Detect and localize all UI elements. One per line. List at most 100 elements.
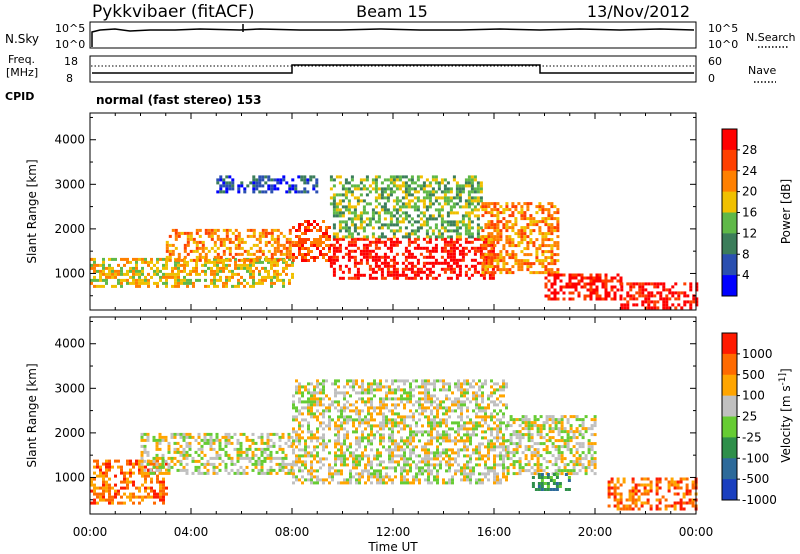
heatmap-cell bbox=[481, 229, 485, 233]
heatmap-cell bbox=[433, 382, 436, 386]
heatmap-cell bbox=[415, 379, 418, 383]
heatmap-cell bbox=[413, 264, 417, 268]
heatmap-cell bbox=[126, 483, 129, 487]
heatmap-cell bbox=[389, 178, 393, 182]
heatmap-cell bbox=[451, 463, 454, 467]
heatmap-cell bbox=[547, 262, 551, 266]
heatmap-cell bbox=[478, 421, 481, 425]
heatmap-cell bbox=[349, 415, 352, 419]
heatmap-cell bbox=[165, 266, 168, 270]
heatmap-cell bbox=[186, 243, 190, 247]
heatmap-cell bbox=[584, 430, 588, 434]
heatmap-cell bbox=[322, 379, 325, 383]
heatmap-cell bbox=[234, 234, 238, 238]
heatmap-cell bbox=[146, 462, 150, 466]
heatmap-cell bbox=[526, 247, 530, 251]
heatmap-cell bbox=[545, 460, 549, 464]
heatmap-cell bbox=[457, 448, 460, 452]
heatmap-cell bbox=[261, 175, 265, 179]
heatmap-cell bbox=[328, 469, 331, 473]
heatmap-cell bbox=[484, 463, 487, 467]
heatmap-cell bbox=[532, 241, 536, 245]
heatmap-cell bbox=[407, 255, 411, 259]
heatmap-cell bbox=[228, 249, 232, 253]
heatmap-cell bbox=[352, 403, 355, 407]
heatmap-cell bbox=[448, 481, 451, 485]
heatmap-cell bbox=[377, 211, 381, 215]
heatmap-cell bbox=[410, 217, 414, 221]
heatmap-cell bbox=[132, 281, 135, 285]
heatmap-cell bbox=[520, 235, 524, 239]
heatmap-cell bbox=[407, 184, 411, 188]
heatmap-cell bbox=[364, 427, 367, 431]
heatmap-cell bbox=[292, 451, 295, 455]
heatmap-cell bbox=[303, 187, 307, 191]
heatmap-cell bbox=[455, 246, 459, 250]
heatmap-cell bbox=[695, 285, 699, 289]
heatmap-cell bbox=[518, 466, 522, 470]
heatmap-cell bbox=[173, 450, 177, 454]
heatmap-cell bbox=[382, 424, 385, 428]
heatmap-cell bbox=[281, 459, 285, 463]
heatmap-cell bbox=[476, 235, 480, 239]
heatmap-cell bbox=[325, 442, 328, 446]
heatmap-cell bbox=[469, 436, 472, 440]
heatmap-cell bbox=[613, 495, 617, 499]
heatmap-cell bbox=[382, 460, 385, 464]
heatmap-cell bbox=[177, 281, 180, 285]
heatmap-cell bbox=[595, 297, 599, 301]
heatmap-cell bbox=[539, 466, 543, 470]
heatmap-cell bbox=[440, 217, 444, 221]
heatmap-cell bbox=[527, 436, 531, 440]
heatmap-cell bbox=[191, 456, 195, 460]
heatmap-cell bbox=[457, 427, 460, 431]
heatmap-cell bbox=[334, 460, 337, 464]
heatmap-cell bbox=[502, 226, 506, 230]
heatmap-cell bbox=[550, 256, 554, 260]
heatmap-cell bbox=[512, 448, 516, 452]
heatmap-cell bbox=[431, 255, 435, 259]
heatmap-cell bbox=[322, 220, 325, 223]
heatmap-cell bbox=[481, 478, 484, 482]
heatmap-cell bbox=[520, 217, 524, 221]
heatmap-cell bbox=[490, 448, 493, 452]
heatmap-cell bbox=[530, 424, 534, 428]
heatmap-cell bbox=[469, 478, 472, 482]
heatmap-cell bbox=[189, 231, 193, 235]
heatmap-cell bbox=[108, 459, 111, 463]
heatmap-cell bbox=[334, 406, 337, 410]
heatmap-cell bbox=[415, 409, 418, 413]
heatmap-cell bbox=[150, 266, 153, 270]
heatmap-cell bbox=[424, 451, 427, 455]
heatmap-cell bbox=[379, 436, 382, 440]
heatmap-cell bbox=[395, 237, 399, 241]
heatmap-cell bbox=[506, 466, 510, 470]
heatmap-cell bbox=[593, 451, 597, 455]
heatmap-cell bbox=[295, 391, 298, 395]
heatmap-cell bbox=[346, 418, 349, 422]
heatmap-cell bbox=[355, 460, 358, 464]
heatmap-cell bbox=[335, 202, 339, 206]
heatmap-cell bbox=[295, 244, 298, 247]
heatmap-cell bbox=[144, 260, 147, 264]
heatmap-cell bbox=[413, 196, 417, 200]
heatmap-cell bbox=[487, 232, 491, 236]
heatmap-cell bbox=[479, 249, 483, 253]
heatmap-cell bbox=[464, 199, 468, 203]
heatmap-cell bbox=[370, 415, 373, 419]
heatmap-cell bbox=[349, 418, 352, 422]
heatmap-cell bbox=[263, 471, 267, 475]
heatmap-cell bbox=[219, 278, 222, 282]
heatmap-cell bbox=[180, 278, 183, 282]
heatmap-cell bbox=[520, 250, 524, 254]
heatmap-cell bbox=[403, 382, 406, 386]
heatmap-cell bbox=[424, 382, 427, 386]
heatmap-cell bbox=[185, 468, 189, 472]
heatmap-cell bbox=[389, 187, 393, 191]
heatmap-cell bbox=[108, 465, 111, 469]
heatmap-cell bbox=[329, 264, 333, 268]
heatmap-cell bbox=[427, 454, 430, 458]
heatmap-cell bbox=[589, 288, 593, 292]
heatmap-cell bbox=[470, 220, 474, 224]
heatmap-cell bbox=[476, 196, 480, 200]
